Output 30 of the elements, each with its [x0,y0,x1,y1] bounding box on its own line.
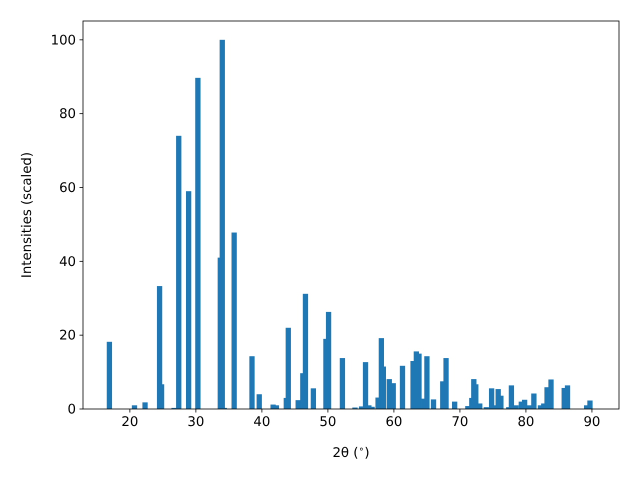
bar [186,191,192,409]
x-axis-title: 2θ ($^{∘}$) [332,444,370,461]
x-tick-label: 60 [385,415,402,430]
bar [249,356,255,409]
x-tick-label: 50 [319,415,336,430]
bar [452,402,458,409]
x-tick-label: 40 [253,415,270,430]
bar [256,394,262,409]
y-tick-label: 40 [59,254,76,270]
y-tick-label: 100 [50,33,76,48]
y-tick-label: 20 [59,328,76,344]
y-tick-label: 80 [59,107,76,122]
bar [400,366,406,409]
x-tick-label: 80 [517,415,534,430]
bar [106,342,112,409]
bar [362,362,368,409]
bar [390,383,396,409]
bar [562,388,567,409]
x-tick-label: 90 [583,415,600,430]
x-tick-label: 30 [187,415,204,430]
bar [286,328,291,409]
bar [232,232,237,409]
x-tick-label: 70 [451,415,468,430]
y-tick-label: 0 [68,402,76,418]
bar [340,358,346,409]
y-tick-label: 60 [59,180,76,196]
x-tick-label: 20 [121,415,138,430]
bar [310,388,316,409]
bar [195,78,200,409]
y-axis-title: Intensities (scaled) [20,152,35,278]
